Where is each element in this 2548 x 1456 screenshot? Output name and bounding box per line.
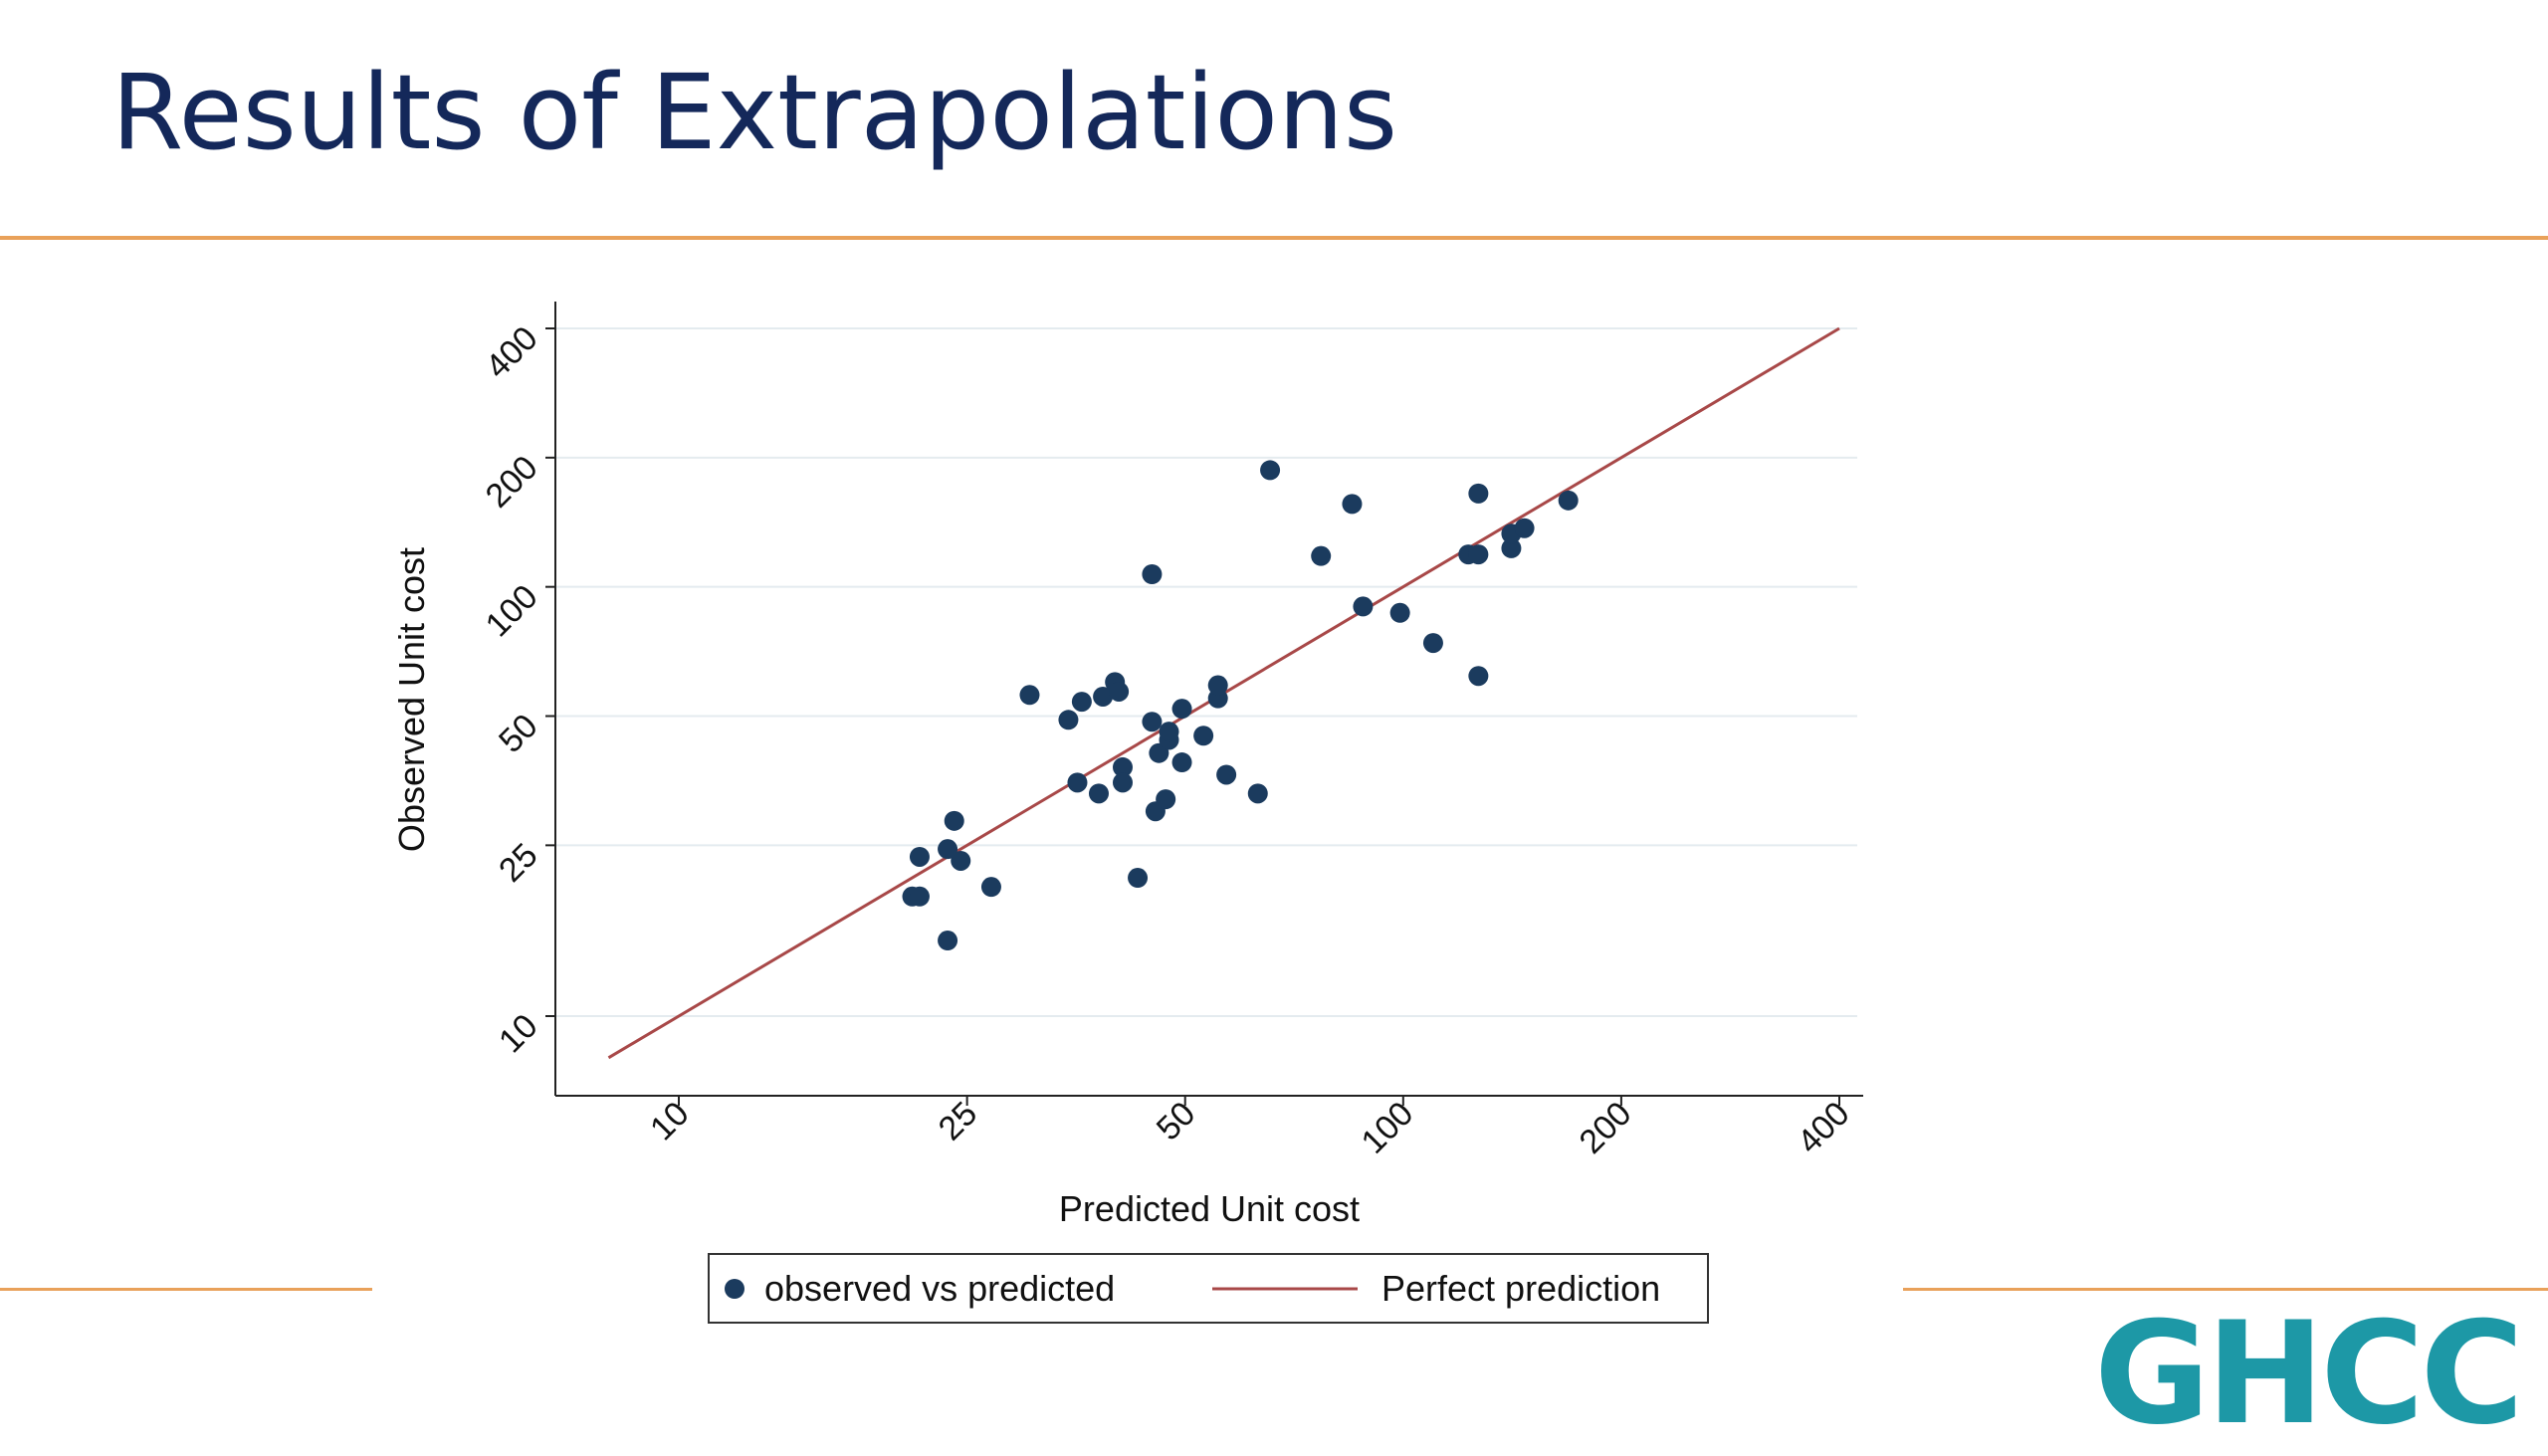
y-tick-label: 100 [479,577,545,644]
data-point [938,931,958,951]
y-axis-label: Observed Unit cost [391,547,432,852]
data-point [1171,752,1192,773]
data-point [1058,710,1079,730]
legend-label-line: Perfect prediction [1381,1268,1660,1309]
legend-box [708,1253,1709,1324]
data-point [980,877,1001,898]
ghcc-logo: GHCC [2094,1292,2524,1456]
scatter-chart: 10 25 50 100 200 400 10 25 50 100 200 400 Observed… [391,302,1863,1324]
y-tick-label: 10 [492,1007,545,1061]
axes [554,302,1863,1097]
data-point [1501,537,1522,558]
data-point [1468,666,1489,687]
x-tick-label: 200 [1573,1095,1639,1161]
observed-points-layer [902,460,1579,951]
data-point [1422,633,1443,654]
data-point [1468,544,1489,565]
data-point [1514,518,1535,538]
data-point [1109,681,1130,702]
y-tick-label: 50 [492,707,545,760]
legend-marker-points [725,1279,744,1299]
data-point [1128,868,1149,889]
x-tick-label: 10 [643,1095,697,1148]
x-tick-label: 400 [1791,1095,1857,1161]
data-point [938,839,958,860]
data-point [1088,783,1109,804]
grid-lines [555,327,1857,1017]
data-point [1171,699,1192,720]
data-point [1207,675,1228,696]
chart-panel: 10 25 50 100 200 400 10 25 50 100 200 400 Observed… [372,257,1903,1376]
data-point [1142,712,1163,732]
data-point [1342,494,1363,515]
data-point [909,886,930,907]
x-tick-label: 25 [932,1095,985,1148]
data-point [1468,483,1489,504]
footer-divider-left [0,1288,372,1291]
x-axis-ticks: 10 25 50 100 200 400 [643,1095,1857,1161]
x-tick-label: 100 [1354,1095,1420,1161]
data-point [1311,545,1332,566]
data-point [1389,602,1410,623]
data-point [951,850,971,871]
slide-title: Results of Extrapolations [111,52,1398,173]
data-point [1216,764,1237,785]
legend-label-points: observed vs predicted [764,1268,1115,1309]
data-point [944,810,964,831]
x-axis-label: Predicted Unit cost [1059,1188,1360,1229]
data-point [1260,460,1281,481]
y-tick-label: 400 [479,319,545,386]
y-axis-ticks: 10 25 50 100 200 400 [479,319,555,1061]
data-point [1112,772,1133,793]
title-divider [0,236,2548,240]
data-point [1156,789,1176,810]
data-point [1558,490,1579,511]
x-tick-label: 50 [1150,1095,1203,1148]
data-point [1067,772,1088,793]
data-point [1159,722,1179,742]
data-point [1093,686,1114,707]
y-tick-label: 25 [492,836,545,890]
data-point [1142,564,1163,585]
data-point [909,846,930,867]
y-tick-label: 200 [479,449,545,516]
legend: observed vs predicted Perfect prediction [708,1253,1709,1324]
data-point [1247,783,1268,804]
data-point [1112,756,1133,777]
data-point [1353,596,1374,617]
footer-divider-right [1903,1288,2548,1291]
data-point [1019,685,1040,706]
data-point [1071,692,1092,713]
data-point [1193,726,1214,746]
